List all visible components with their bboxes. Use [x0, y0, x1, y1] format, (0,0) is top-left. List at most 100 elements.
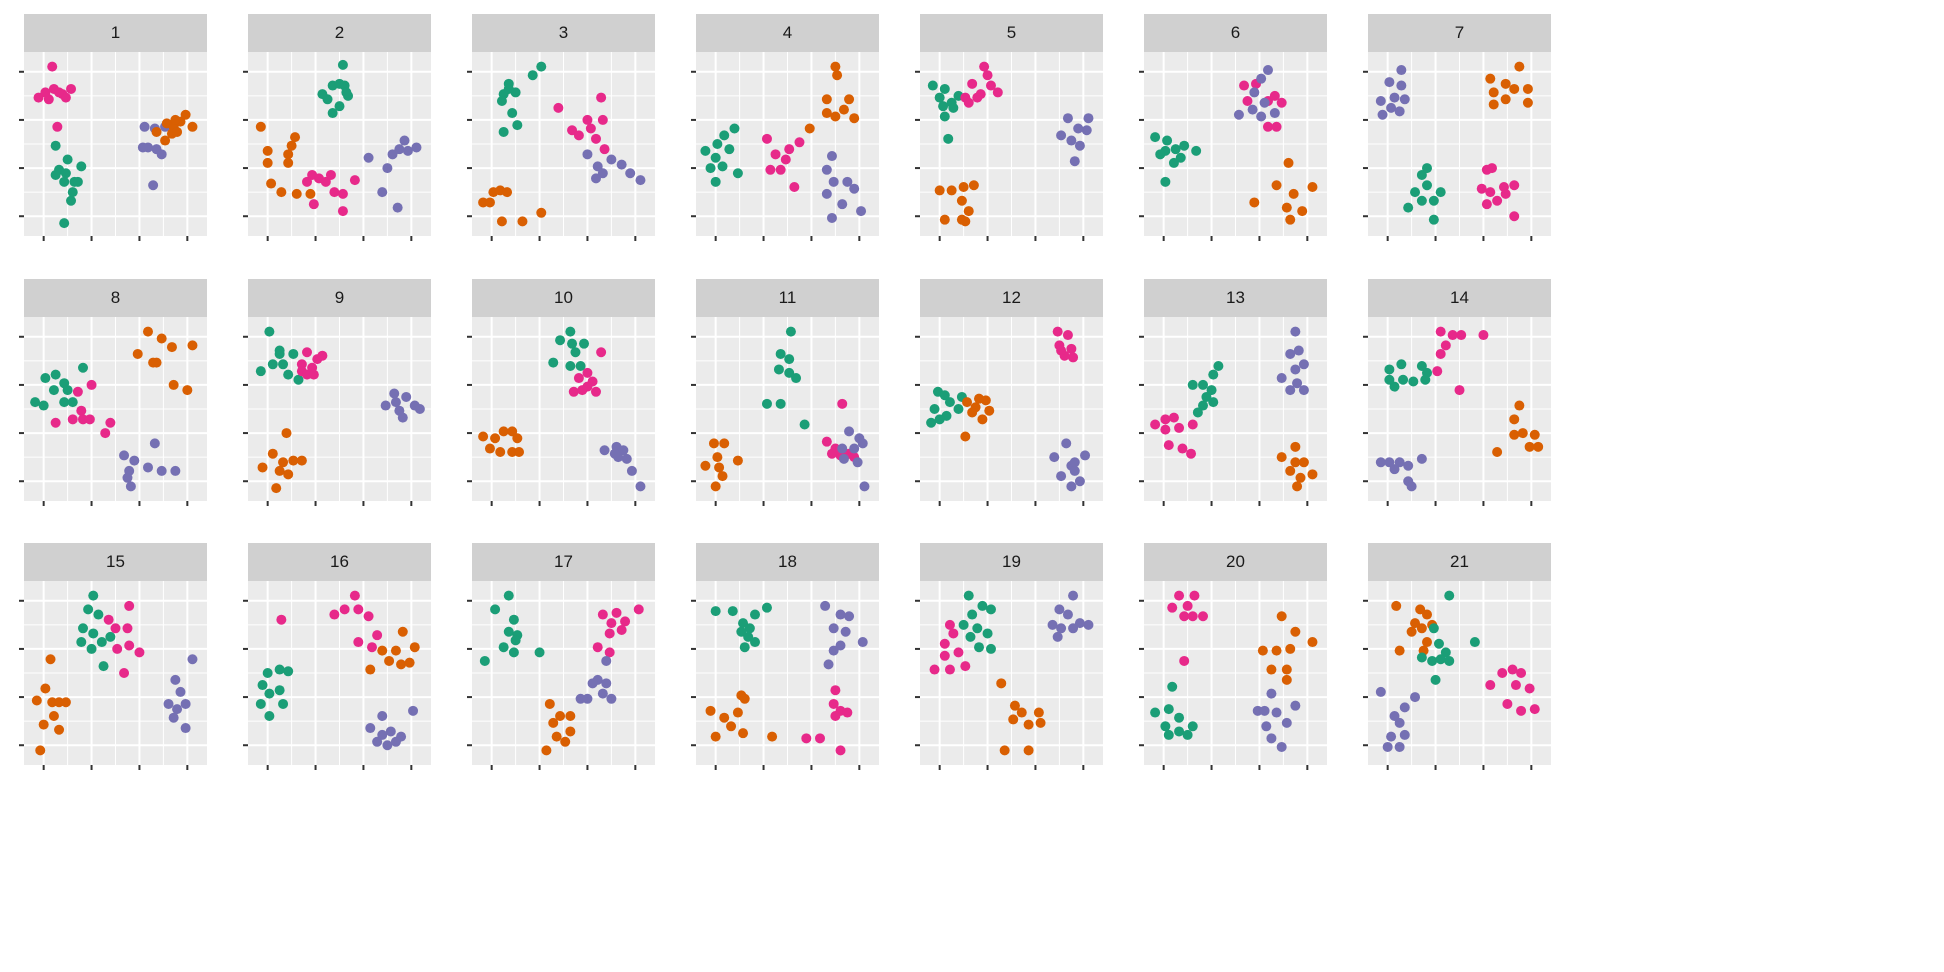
data-point	[1500, 78, 1511, 89]
data-point	[712, 452, 723, 463]
data-point	[844, 94, 855, 105]
data-point	[1177, 443, 1188, 454]
data-point	[944, 397, 955, 408]
data-point	[286, 140, 297, 151]
data-point	[837, 443, 848, 454]
facet-strip-label: 4	[696, 14, 879, 52]
data-point	[103, 614, 114, 625]
data-point	[1249, 197, 1260, 208]
data-point	[1488, 87, 1499, 98]
data-point	[1257, 645, 1268, 656]
data-point	[1056, 130, 1067, 141]
data-point	[76, 405, 87, 416]
data-point	[43, 94, 54, 105]
data-point	[750, 609, 761, 620]
data-point	[349, 590, 360, 601]
facet-strip-label: 7	[1368, 14, 1551, 52]
data-point	[156, 149, 167, 160]
data-point	[105, 631, 116, 642]
data-point	[837, 199, 848, 210]
data-point	[717, 471, 728, 482]
data-point	[291, 188, 302, 199]
data-point	[507, 426, 518, 437]
data-point	[1403, 202, 1414, 213]
data-point	[180, 109, 191, 120]
data-point	[1420, 374, 1431, 385]
data-point	[1016, 707, 1027, 718]
data-point	[1384, 364, 1395, 375]
data-point	[832, 70, 843, 81]
data-point	[967, 78, 978, 89]
data-point	[62, 385, 73, 396]
data-point	[496, 216, 507, 227]
data-point	[1408, 376, 1419, 387]
data-point	[620, 616, 631, 627]
data-point	[1292, 378, 1303, 389]
data-point	[148, 357, 159, 368]
data-point	[826, 212, 837, 223]
data-point	[710, 606, 721, 617]
data-point	[597, 688, 608, 699]
data-point	[821, 94, 832, 105]
data-point	[1259, 97, 1270, 108]
data-point	[575, 693, 586, 704]
data-point	[1056, 623, 1067, 634]
data-point	[1514, 400, 1525, 411]
data-point	[596, 347, 607, 358]
data-point	[761, 133, 772, 144]
data-point	[54, 87, 65, 98]
data-point	[859, 481, 870, 492]
data-point	[1061, 438, 1072, 449]
data-point	[329, 609, 340, 620]
data-point	[1444, 590, 1455, 601]
data-point	[770, 149, 781, 160]
data-point	[1486, 163, 1497, 174]
facet-strip-label: 10	[472, 279, 655, 317]
data-point	[857, 438, 868, 449]
data-point	[363, 611, 374, 622]
data-point	[1509, 180, 1520, 191]
data-point	[1375, 457, 1386, 468]
data-point	[377, 710, 388, 721]
data-point	[54, 697, 65, 708]
data-point	[1266, 733, 1277, 744]
data-point	[948, 102, 959, 113]
data-point	[708, 438, 719, 449]
data-point	[962, 397, 973, 408]
data-point	[789, 181, 800, 192]
data-point	[40, 373, 51, 384]
data-point	[560, 736, 571, 747]
data-point	[67, 397, 78, 408]
data-point	[1430, 674, 1441, 685]
data-point	[1440, 647, 1451, 658]
data-point	[296, 359, 307, 370]
data-point	[283, 157, 294, 168]
data-point	[137, 142, 148, 153]
data-point	[264, 688, 275, 699]
data-point	[1023, 745, 1034, 756]
data-point	[510, 635, 521, 646]
data-point	[47, 61, 58, 72]
data-point	[124, 640, 135, 651]
data-point	[67, 187, 78, 198]
data-point	[1201, 391, 1212, 402]
data-point	[1242, 96, 1253, 107]
data-point	[1170, 144, 1181, 155]
data-point	[353, 604, 364, 615]
data-point	[52, 121, 63, 132]
facet-panel-4: 4	[691, 14, 879, 241]
data-point	[1074, 618, 1085, 629]
plot-area	[915, 581, 1103, 770]
data-point	[1068, 623, 1079, 634]
data-point	[573, 130, 584, 141]
data-point	[478, 197, 489, 208]
data-point	[110, 623, 121, 634]
data-point	[401, 391, 412, 402]
data-point	[404, 657, 415, 668]
data-point	[1399, 702, 1410, 713]
data-point	[1533, 441, 1544, 452]
data-point	[814, 733, 825, 744]
data-point	[1179, 611, 1190, 622]
data-point	[384, 655, 395, 666]
data-point	[414, 404, 425, 414]
